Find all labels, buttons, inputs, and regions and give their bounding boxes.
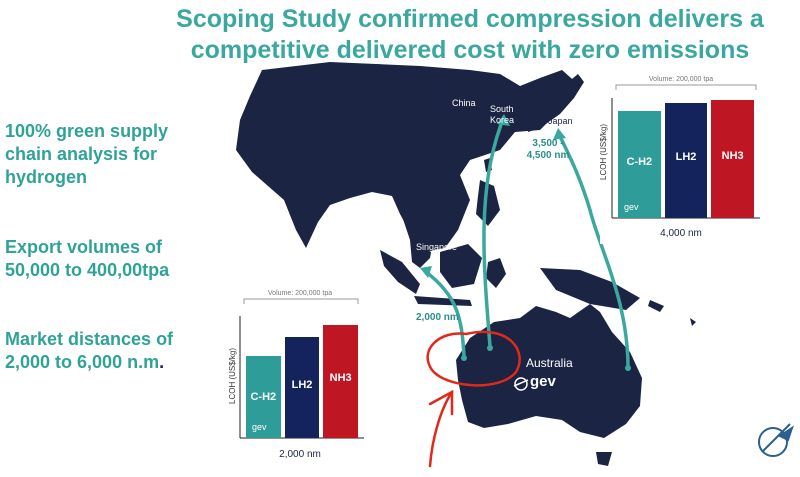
chart-2000nm: Volume: 200,000 tpa LCOH (US$/kg) C-H2 ge…: [228, 286, 370, 464]
bullet-period: .: [159, 352, 165, 372]
bar-c-h2: C-H2 gev: [246, 356, 281, 438]
chart-4000nm: Volume: 200,000 tpa LCOH (US$/kg) C-H2 ge…: [599, 76, 762, 244]
distance-short: 2,000 nm: [416, 312, 459, 323]
chart-4000nm-frame: [611, 84, 760, 219]
borneo: [440, 244, 482, 288]
bar-nh3: NH3: [323, 324, 358, 438]
bar-lh2: LH2: [664, 102, 708, 218]
chart-2000nm-ylabel: LCOH (US$/kg): [228, 347, 237, 404]
slide-title: Scoping Study confirmed compression deli…: [176, 5, 764, 64]
chart-4000nm-plot: C-H2 gev LH2 NH3: [614, 98, 758, 218]
bar-c-h2: C-H2 gev: [618, 111, 661, 218]
map-gev-logo-text: gev: [530, 373, 556, 390]
bar-label-nh3: NH3: [721, 149, 744, 162]
bar-label-nh3: NH3: [329, 372, 352, 385]
bullet-market-distances-text: Market distances of 2,000 to 6,000 n.m: [5, 329, 174, 372]
chart-4000nm-title: Volume: 200,000 tpa: [648, 76, 714, 83]
route-arrowheads: [420, 114, 566, 278]
bar-nh3: NH3: [711, 100, 754, 218]
chart-2000nm-xlabel: 2,000 nm: [279, 449, 321, 460]
bar-label-c-h2: C-H2: [250, 390, 277, 403]
chart-2000nm-frame: [239, 298, 364, 439]
route-to-south-korea: [482, 120, 504, 348]
bar-label-lh2: LH2: [675, 151, 697, 164]
route-to-singapore: [424, 270, 466, 358]
route-to-japan: [558, 134, 630, 370]
bar-label-c-h2: C-H2: [626, 156, 653, 169]
shipping-routes: [424, 120, 630, 370]
label-australia: Australia: [526, 356, 573, 370]
bullet-supply-chain: 100% green supply chain analysis for hyd…: [5, 121, 169, 187]
label-south-korea: South Korea: [490, 104, 515, 125]
distance-long: 3,500 - 4,500 nm: [526, 138, 570, 161]
japan-islands: [528, 74, 584, 132]
chart-4000nm-xlabel: 4,000 nm: [660, 228, 702, 239]
bar-label-lh2: LH2: [291, 379, 313, 392]
new-guinea: [540, 268, 640, 310]
bar-gev-logo: gev: [252, 422, 267, 432]
chart-2000nm-title: Volume: 200,000 tpa: [267, 290, 333, 297]
asia-landmass: [236, 62, 580, 252]
label-singapore: Singapore: [416, 242, 458, 252]
bullet-market-distances: Market distances of 2,000 to 6,000 n.m.: [5, 328, 205, 374]
philippines: [476, 180, 500, 226]
red-annotation: [426, 330, 521, 468]
bar-lh2: LH2: [284, 336, 320, 438]
label-china: China: [452, 98, 476, 108]
gev-logo-mark: [513, 377, 529, 391]
bar-gev-logo: gev: [624, 202, 639, 212]
label-japan: Japan: [548, 116, 573, 126]
corner-logo-icon: [758, 423, 794, 457]
chart-2000nm-plot: C-H2 gev LH2 NH3: [242, 316, 362, 438]
sumatra-java: [380, 250, 420, 294]
bullet-export-volumes: Export volumes of 50,000 to 400,00tpa: [5, 237, 170, 280]
chart-4000nm-ylabel: LCOH (US$/kg): [599, 123, 608, 180]
australia-landmass: [456, 304, 642, 438]
indochina: [400, 210, 434, 268]
